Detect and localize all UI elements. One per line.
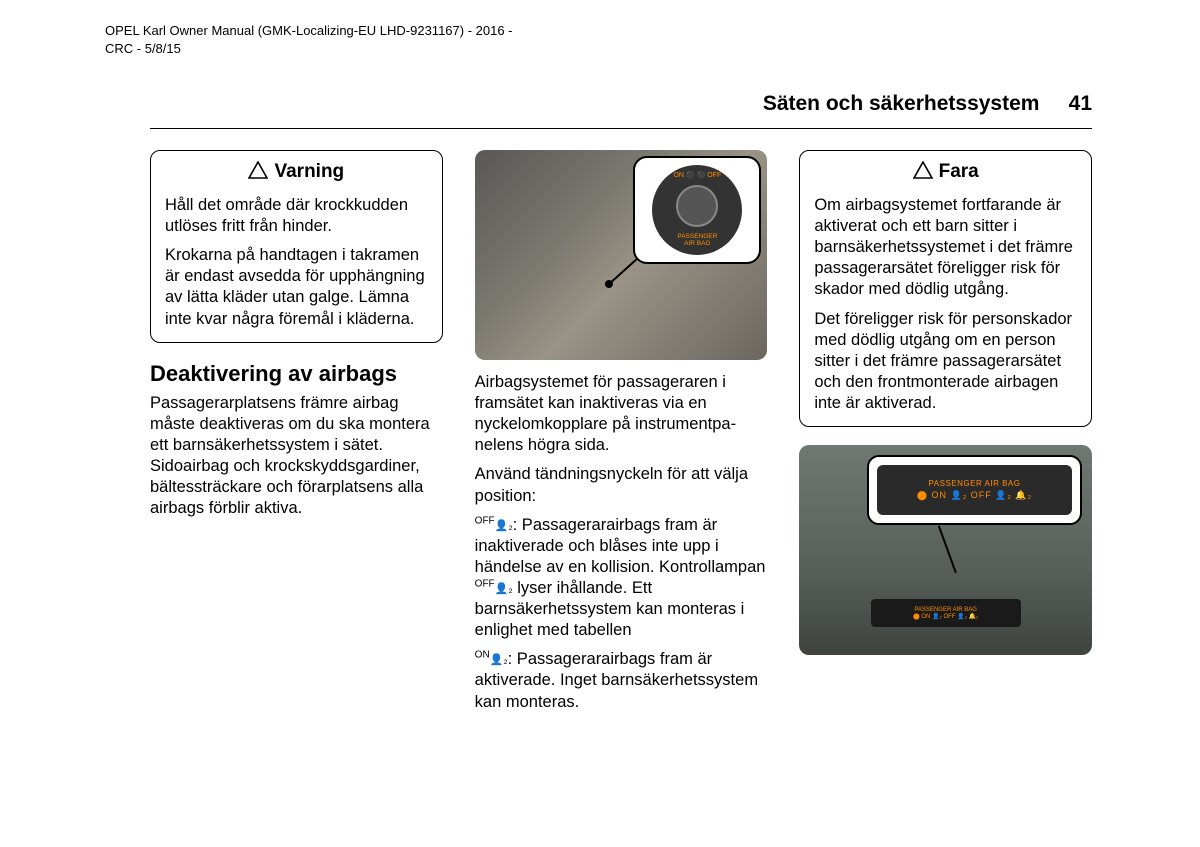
danger-title: Fara [814, 161, 1077, 185]
off-text-a: : Passagerarairbags fram är inaktiverade… [475, 516, 766, 576]
warning-title: Varning [165, 161, 428, 185]
column-2: ON ⚫ ⚫ OFF PASSENGERAIR BAG Airbagsystem… [475, 150, 768, 721]
p-col2-2: Använd tändningsnyckeln för att välja po… [475, 464, 768, 506]
off-text-b: lyser ihållande. Ett barnsäkerhetssystem… [475, 579, 745, 639]
danger-text-1: Om airbagsystemet fortfarande är aktiver… [814, 195, 1077, 301]
airbag-switch-knob: ON ⚫ ⚫ OFF PASSENGERAIR BAG [652, 165, 742, 255]
meta-line2: CRC - 5/8/15 [105, 40, 513, 58]
p-col2-1: Airbagsystemet för passageraren i framsä… [475, 372, 768, 456]
indicator-icons: ⬤ ON 👤₂ OFF 👤₂ 🔔₂ [917, 490, 1032, 501]
figure-indicator-panel: PASSENGER AIR BAG ⬤ ON 👤₂ OFF 👤₂ 🔔₂ PASS… [799, 445, 1092, 655]
column-1: Varning Håll det område där krockkudden … [150, 150, 443, 721]
danger-box: Fara Om airbagsystemet fortfarande är ak… [799, 150, 1092, 427]
person-icon-2: 👤₂ [495, 583, 513, 595]
dash-indicator: PASSENGER AIR BAG ⬤ ON 👤₂ OFF 👤₂ 🔔₂ [871, 599, 1021, 627]
page-number: 41 [1069, 92, 1092, 115]
danger-label: Fara [939, 161, 979, 182]
column-3: Fara Om airbagsystemet fortfarande är ak… [799, 150, 1092, 721]
warning-label: Varning [274, 161, 344, 182]
body-text: Passagerarplatsens främre airbag måste d… [150, 393, 443, 520]
knob-onoff-label: ON ⚫ ⚫ OFF [652, 171, 742, 179]
person-icon-3: 👤₂ [490, 654, 508, 666]
callout-switch: ON ⚫ ⚫ OFF PASSENGERAIR BAG [633, 156, 761, 264]
meta-line1: OPEL Karl Owner Manual (GMK-Localizing-E… [105, 22, 513, 40]
section-heading: Deaktivering av airbags [150, 361, 443, 387]
knob-airbag-label: PASSENGERAIR BAG [652, 233, 742, 247]
indicator-label: PASSENGER AIR BAG [929, 479, 1021, 488]
callout-indicator: PASSENGER AIR BAG ⬤ ON 👤₂ OFF 👤₂ 🔔₂ [867, 455, 1082, 525]
warning-text-2: Krokarna på handtagen i takramen är enda… [165, 245, 428, 329]
on-prefix: ON [475, 650, 490, 661]
on-text: : Passagerarairbags fram är aktiverade. … [475, 650, 758, 710]
danger-triangle-icon [913, 161, 933, 185]
figure-airbag-switch: ON ⚫ ⚫ OFF PASSENGERAIR BAG [475, 150, 768, 360]
warning-triangle-icon [248, 161, 268, 185]
knob-keyslot [676, 185, 718, 227]
danger-text-2: Det föreligger risk för persons­kador me… [814, 309, 1077, 415]
leader-line-2 [939, 526, 958, 573]
off-mid: OFF [475, 578, 495, 589]
section-title: Säten och säkerhetssystem [763, 92, 1040, 115]
warning-text-1: Håll det område där krockkudden utlöses … [165, 195, 428, 237]
header-rule [150, 128, 1092, 129]
p-col2-4: ON👤₂: Passagerarairbags fram är aktivera… [475, 649, 768, 712]
content-columns: Varning Håll det område där krockkudden … [150, 150, 1092, 721]
person-icon: 👤₂ [495, 520, 513, 532]
page-header: Säten och säkerhetssystem 41 [763, 92, 1092, 116]
indicator-display: PASSENGER AIR BAG ⬤ ON 👤₂ OFF 👤₂ 🔔₂ [877, 465, 1072, 515]
off-prefix: OFF [475, 515, 495, 526]
dash-icons: ⬤ ON 👤₂ OFF 👤₂ 🔔₂ [913, 613, 978, 620]
warning-box: Varning Håll det område där krockkudden … [150, 150, 443, 343]
p-col2-3: OFF👤₂: Passagerarairbags fram är inaktiv… [475, 515, 768, 642]
document-meta: OPEL Karl Owner Manual (GMK-Localizing-E… [105, 22, 513, 57]
